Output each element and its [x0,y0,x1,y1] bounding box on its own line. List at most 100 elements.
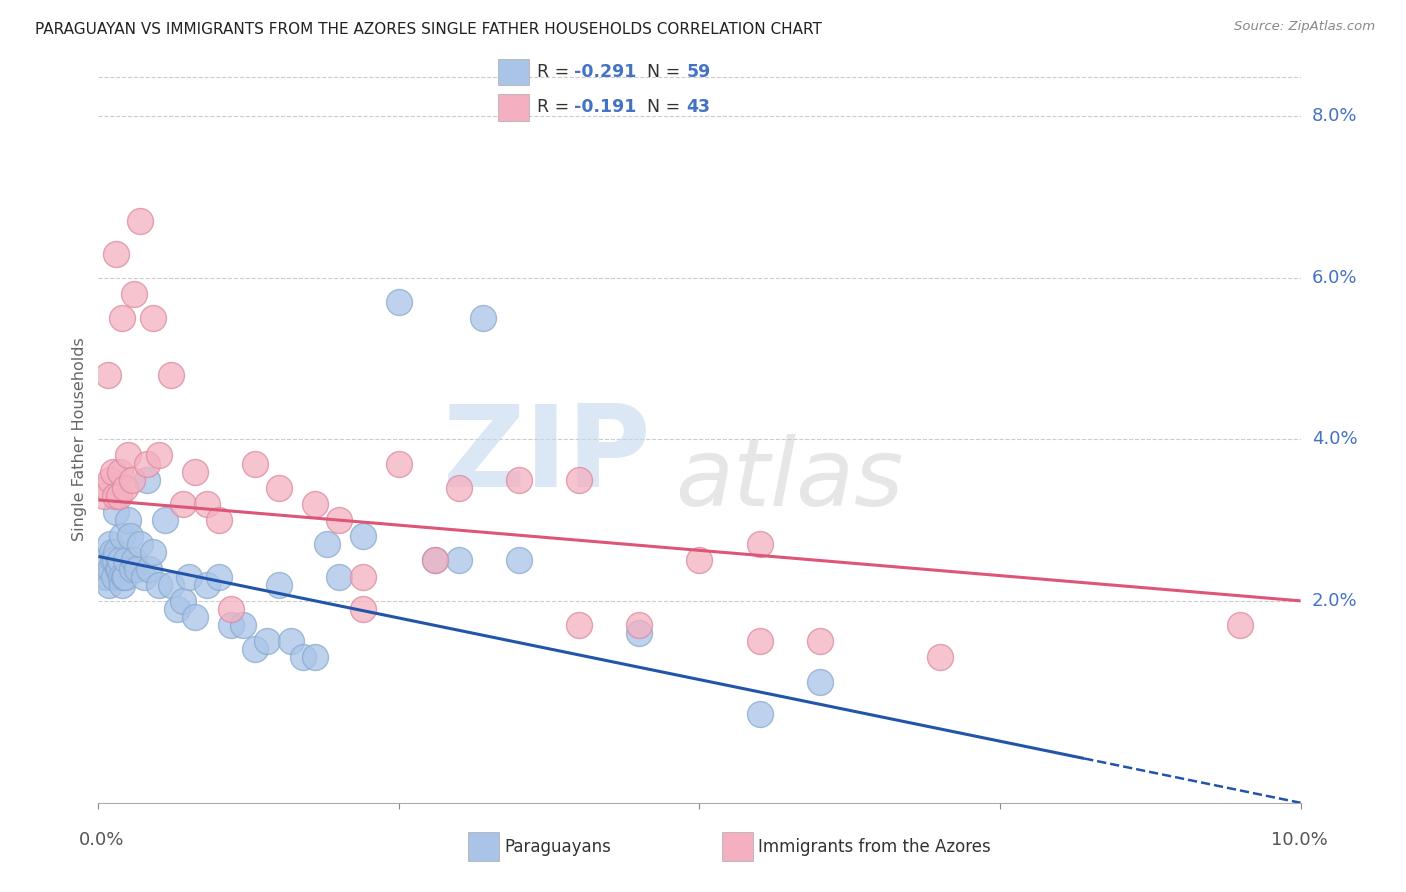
Point [117,513,139,527]
Text: 4.0%: 4.0% [1312,430,1357,449]
Point [96,553,118,567]
Text: 59: 59 [686,62,710,81]
Text: -0.191: -0.191 [574,98,636,117]
Point [104,553,127,567]
Point [108,553,131,567]
Point [183,465,205,479]
Point [508,553,530,567]
Point [388,295,411,310]
Text: N =: N = [647,98,686,117]
Point [108,561,131,575]
Point [107,561,129,575]
Point [177,569,200,583]
Point [121,473,143,487]
Point [105,545,128,559]
Text: Paraguayans: Paraguayans [505,838,612,855]
Point [1229,618,1251,632]
Point [97,569,120,583]
Point [304,497,326,511]
Point [628,618,651,632]
Point [141,545,163,559]
Text: R =: R = [537,98,575,117]
Text: 8.0%: 8.0% [1312,107,1357,125]
Point [108,465,131,479]
Text: 0.0%: 0.0% [79,831,124,849]
Point [104,489,127,503]
Point [352,602,374,616]
Point [114,569,136,583]
Text: 10.0%: 10.0% [1271,831,1327,849]
Point [208,569,231,583]
Point [195,578,218,592]
Text: 6.0%: 6.0% [1312,268,1357,286]
Point [135,457,157,471]
Point [243,642,266,657]
Point [115,553,138,567]
Point [153,513,176,527]
Bar [468,831,499,862]
Point [108,489,131,503]
Point [97,368,120,382]
Text: 43: 43 [686,98,710,117]
Point [114,481,136,495]
Text: 2.0%: 2.0% [1312,592,1357,610]
Point [98,578,121,592]
Point [125,561,148,575]
Point [93,489,115,503]
Bar [721,831,752,862]
Point [423,553,446,567]
Point [328,513,350,527]
Point [447,481,470,495]
Text: ZIP: ZIP [443,400,651,511]
Point [208,513,231,527]
Point [304,650,326,665]
Point [101,553,124,567]
Text: -0.291: -0.291 [574,62,636,81]
Point [328,569,350,583]
Point [159,578,181,592]
Point [129,537,152,551]
Point [508,473,530,487]
Point [568,473,591,487]
Point [101,465,124,479]
Point [748,634,770,648]
Point [628,626,651,640]
Point [688,553,710,567]
Point [166,602,188,616]
Point [148,578,170,592]
Point [172,594,194,608]
Point [183,610,205,624]
Point [100,473,122,487]
Text: N =: N = [647,62,686,81]
Point [315,537,337,551]
Point [148,449,170,463]
Point [748,706,770,721]
Bar [498,59,529,86]
Point [291,650,314,665]
Point [808,634,831,648]
Point [243,457,266,471]
Point [447,553,470,567]
Point [138,561,160,575]
Bar [498,94,529,120]
Point [388,457,411,471]
Point [195,497,218,511]
Text: atlas: atlas [675,434,904,525]
Point [267,578,290,592]
Point [423,553,446,567]
Point [117,449,139,463]
Point [748,537,770,551]
Point [219,602,242,616]
Point [112,569,135,583]
Point [118,529,141,543]
Point [100,561,122,575]
Point [172,497,194,511]
Point [219,618,242,632]
Point [352,569,374,583]
Text: Source: ZipAtlas.com: Source: ZipAtlas.com [1234,20,1375,33]
Point [124,287,146,301]
Point [111,311,134,326]
Point [141,311,163,326]
Text: Immigrants from the Azores: Immigrants from the Azores [758,838,991,855]
Point [103,569,125,583]
